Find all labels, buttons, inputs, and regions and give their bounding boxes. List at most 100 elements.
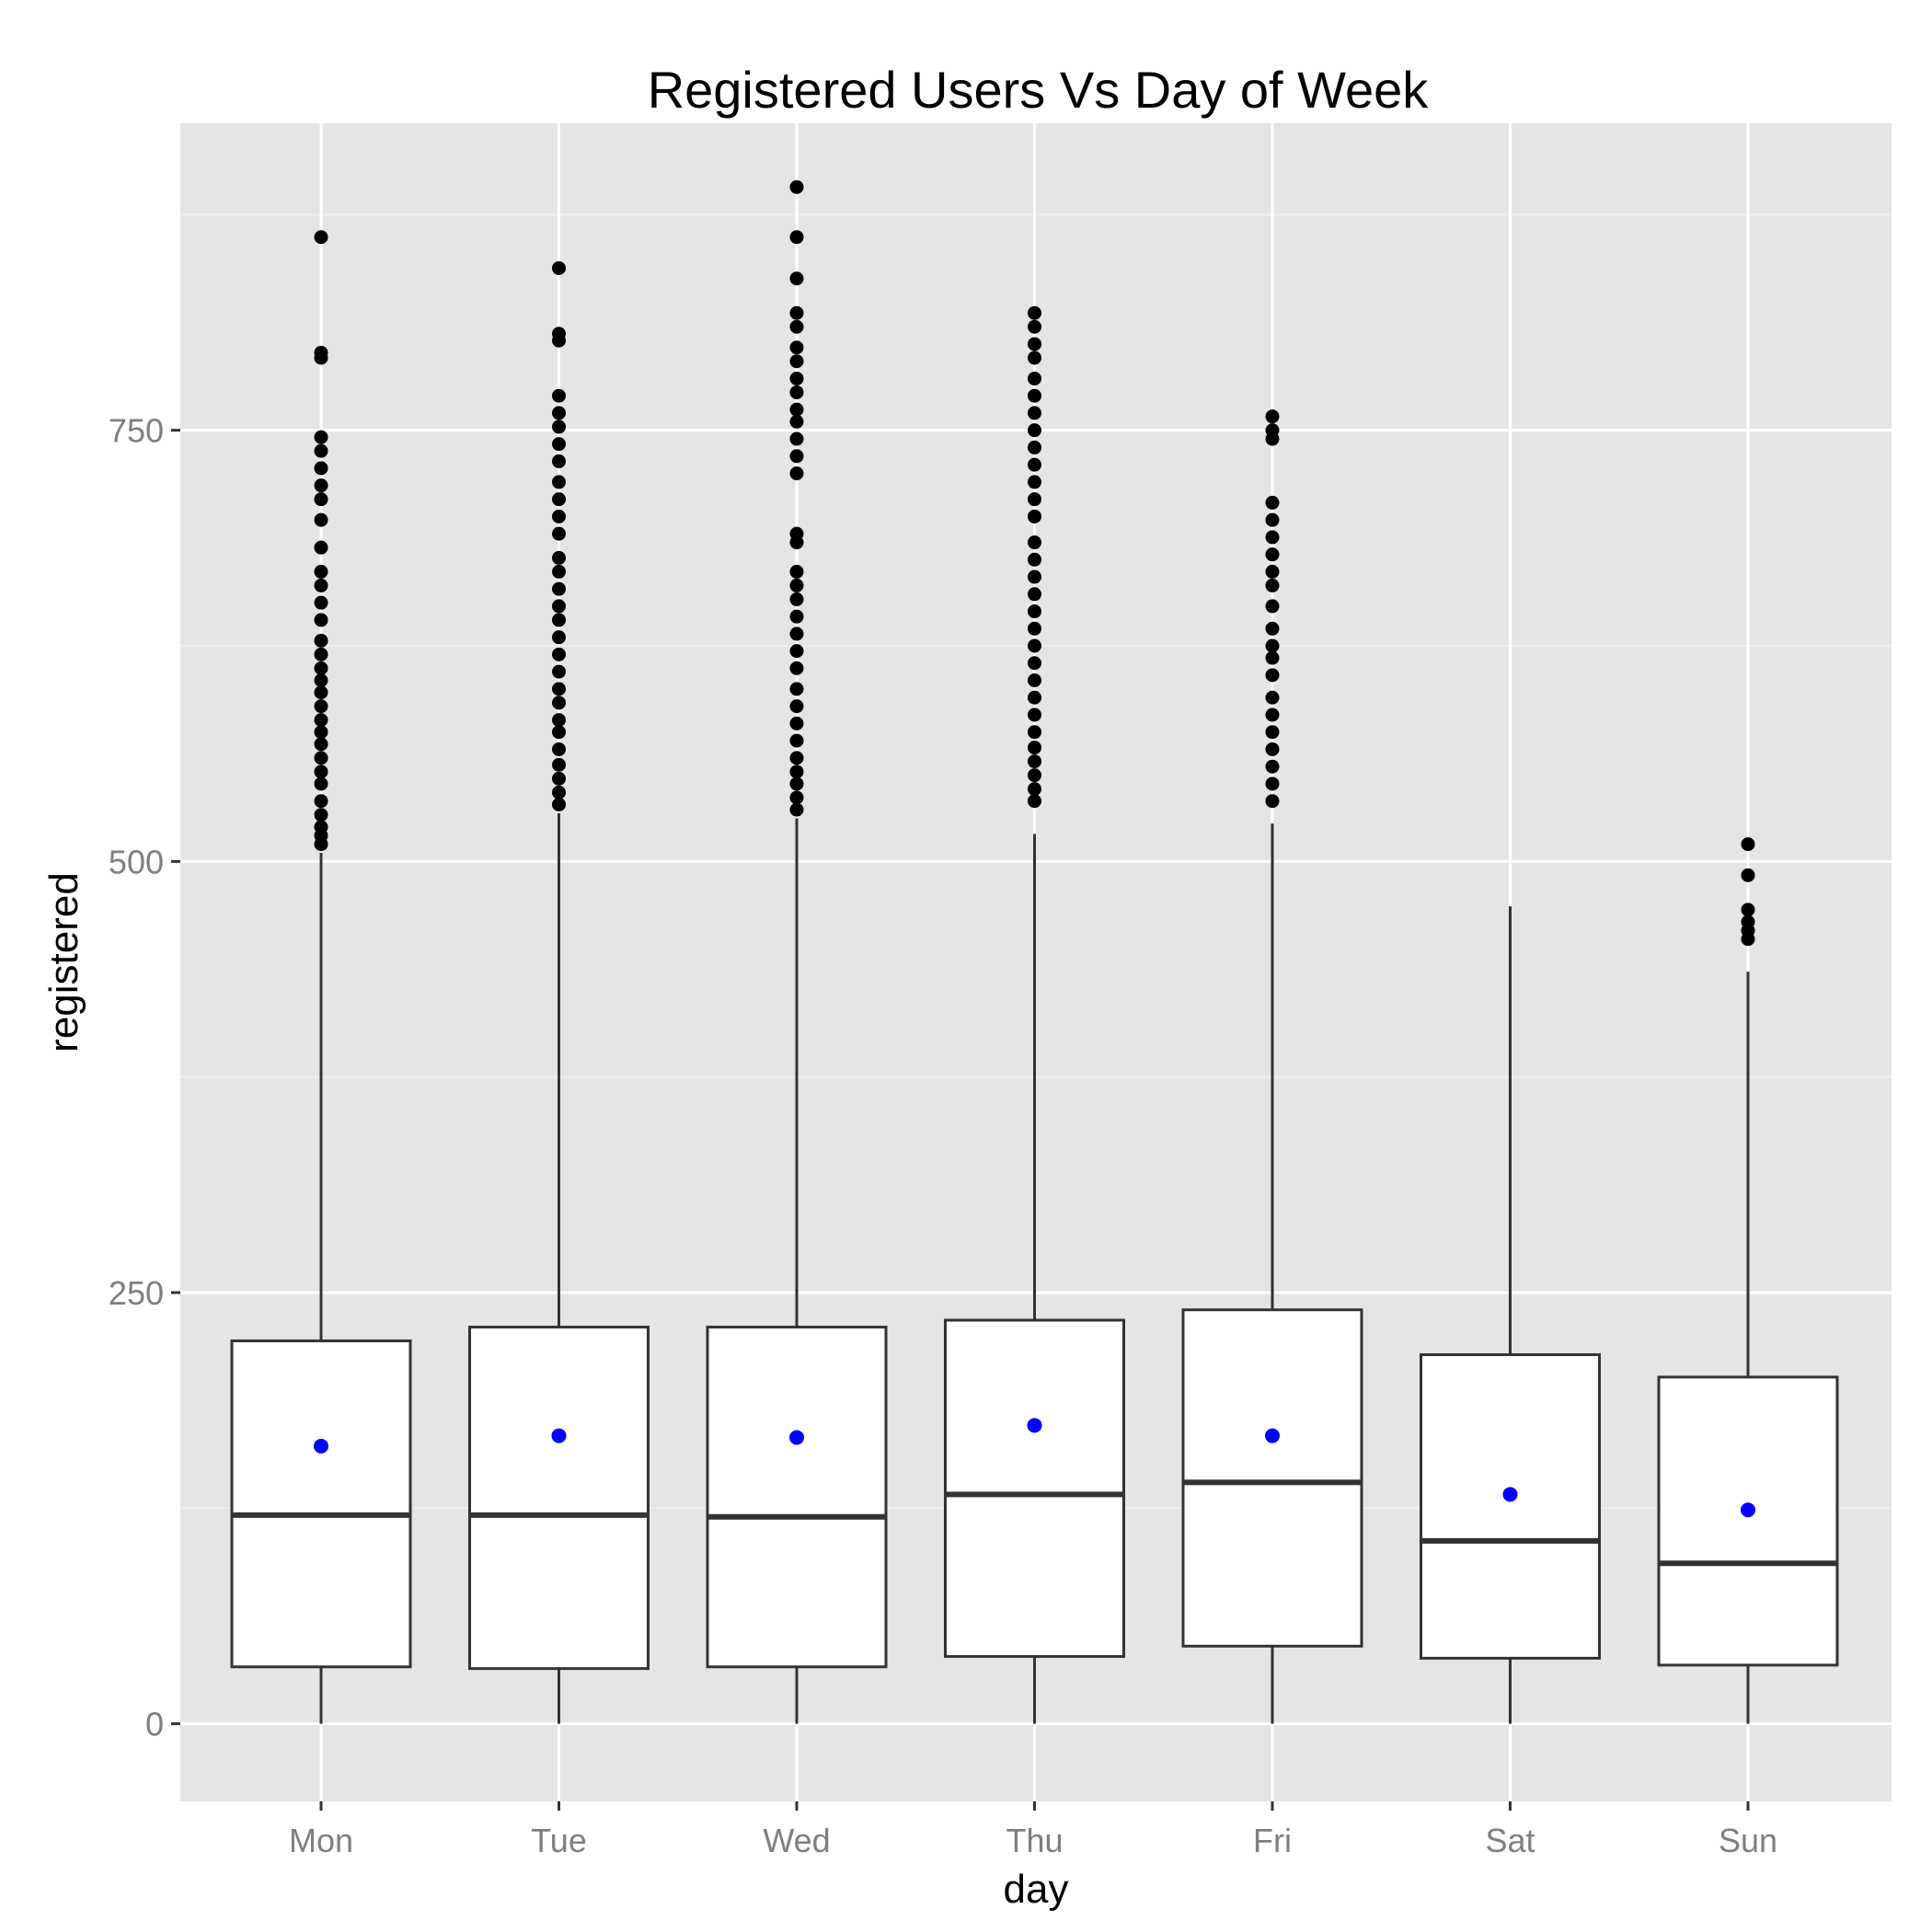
outlier-point: [1265, 512, 1280, 527]
chart-title: Registered Users Vs Day of Week: [648, 61, 1430, 119]
outlier-point: [1028, 656, 1041, 671]
outlier-point: [314, 647, 328, 661]
outlier-point: [1028, 319, 1041, 334]
outlier-point: [552, 454, 566, 468]
outlier-point: [789, 340, 804, 355]
outlier-point: [552, 420, 566, 434]
outlier-point: [552, 327, 566, 341]
outlier-point: [789, 716, 804, 730]
outlier-point: [1028, 457, 1041, 472]
outlier-point: [314, 725, 328, 740]
outlier-point: [789, 230, 804, 245]
outlier-point: [1265, 725, 1280, 740]
outlier-point: [1741, 914, 1755, 929]
outlier-point: [552, 771, 566, 786]
outlier-point: [552, 613, 566, 627]
outlier-point: [1028, 371, 1041, 385]
outlier-point: [1265, 650, 1280, 665]
outlier-point: [789, 449, 804, 464]
outlier-point: [1265, 742, 1280, 756]
outlier-point: [789, 319, 804, 334]
outlier-point: [789, 609, 804, 624]
outlier-point: [314, 713, 328, 728]
mean-point: [1741, 1502, 1755, 1518]
box-fri: [1181, 409, 1363, 1724]
outlier-point: [552, 388, 566, 403]
outlier-point: [552, 696, 566, 710]
outlier-point: [1028, 587, 1041, 602]
outlier-point: [552, 682, 566, 696]
x-tick-label: Wed: [763, 1822, 830, 1859]
outlier-point: [1265, 495, 1280, 510]
outlier-point: [789, 526, 804, 541]
outlier-point: [552, 647, 566, 661]
axis-layer: 0 250 500 750 Mon Tue Wed Thu Fri Sat Sun: [109, 412, 1777, 1859]
outlier-point: [789, 371, 804, 385]
outlier-point: [789, 699, 804, 714]
iqr-box: [468, 1325, 650, 1671]
outlier-point: [789, 627, 804, 641]
y-tick-label: 0: [145, 1706, 164, 1743]
outlier-point: [552, 492, 566, 507]
outlier-point: [552, 785, 566, 799]
outlier-point: [789, 578, 804, 592]
outlier-point: [552, 550, 566, 565]
outlier-point: [789, 802, 804, 817]
outlier-point: [314, 765, 328, 779]
outlier-point: [1265, 759, 1280, 774]
outlier-point: [1265, 578, 1280, 592]
outlier-point: [1265, 776, 1280, 791]
outlier-point: [314, 540, 328, 555]
outlier-point: [789, 271, 804, 286]
outlier-point: [789, 592, 804, 606]
box-sat: [1420, 906, 1601, 1724]
y-tick-label: 500: [109, 843, 164, 880]
outlier-point: [314, 512, 328, 527]
outlier-point: [1028, 604, 1041, 619]
outlier-point: [314, 794, 328, 809]
outlier-point: [314, 478, 328, 493]
outlier-point: [314, 578, 328, 592]
outlier-point: [314, 564, 328, 579]
outlier-point: [1265, 794, 1280, 809]
x-tick-label: Mon: [289, 1822, 353, 1859]
outlier-point: [552, 581, 566, 596]
outlier-point: [789, 751, 804, 765]
outlier-point: [1741, 837, 1755, 852]
outlier-point: [1028, 754, 1041, 769]
outlier-point: [552, 437, 566, 452]
outlier-point: [1028, 351, 1041, 365]
outlier-point: [314, 661, 328, 675]
outlier-point: [1028, 305, 1041, 320]
outlier-point: [314, 633, 328, 648]
outlier-point: [552, 757, 566, 772]
outlier-point: [1265, 409, 1280, 424]
outlier-point: [1265, 690, 1280, 705]
outlier-point: [314, 808, 328, 822]
outlier-point: [1028, 492, 1041, 507]
outlier-point: [314, 595, 328, 610]
iqr-box: [706, 1325, 888, 1669]
outlier-point: [1028, 337, 1041, 351]
outlier-point: [552, 664, 566, 679]
outlier-point: [1028, 673, 1041, 688]
outlier-point: [552, 406, 566, 420]
outlier-point: [552, 599, 566, 614]
outlier-point: [1028, 621, 1041, 636]
outlier-point: [552, 509, 566, 523]
outlier-point: [1028, 475, 1041, 489]
outlier-point: [1741, 868, 1755, 882]
box-tue: [468, 260, 650, 1724]
outlier-point: [1028, 768, 1041, 783]
outlier-point: [1265, 423, 1280, 438]
box-thu: [944, 305, 1125, 1724]
mean-point: [789, 1430, 804, 1445]
outlier-point: [314, 430, 328, 444]
outlier-point: [314, 776, 328, 791]
outlier-point: [789, 765, 804, 779]
mean-point: [314, 1438, 328, 1454]
outlier-point: [552, 260, 566, 275]
outlier-point: [1028, 406, 1041, 420]
outlier-point: [1028, 782, 1041, 797]
